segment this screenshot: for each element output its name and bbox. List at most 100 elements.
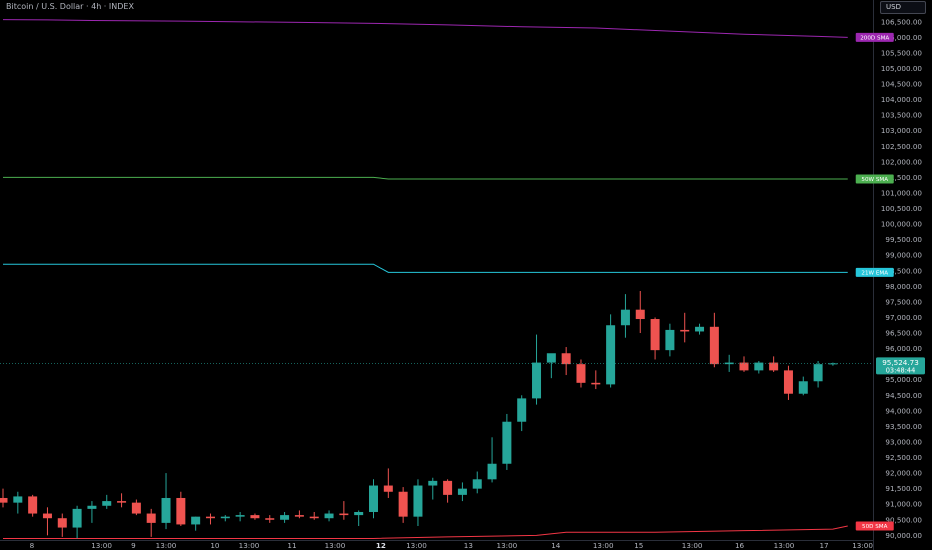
candle[interactable] <box>57 513 67 537</box>
time-axis: 8 13:00 9 13:00 10 13:00 11 13:00 12 13:00 13 13:00… <box>0 540 873 550</box>
candle[interactable] <box>754 361 764 374</box>
candle-body <box>205 516 215 519</box>
candle[interactable] <box>650 317 660 360</box>
candle[interactable] <box>369 479 378 519</box>
indicator-line <box>2 19 848 38</box>
candle-body <box>265 518 275 520</box>
candle[interactable] <box>398 487 408 523</box>
indicator-label-text: 50D SMA <box>862 524 888 530</box>
candle-body <box>280 515 290 520</box>
candle[interactable] <box>191 516 201 531</box>
candle[interactable] <box>13 491 23 514</box>
indicator-label-bg <box>855 174 894 184</box>
symbol-title[interactable]: Bitcoin / U.S. Dollar · 4h · INDEX <box>6 2 134 11</box>
candle[interactable] <box>131 499 141 516</box>
candle[interactable] <box>339 501 349 520</box>
candle-body <box>591 382 601 385</box>
candle[interactable] <box>117 493 127 508</box>
candle[interactable] <box>324 510 334 522</box>
candle[interactable] <box>146 508 156 537</box>
candle[interactable] <box>87 501 97 523</box>
candle-body <box>650 319 660 351</box>
indicator-line <box>3 525 848 539</box>
candle-body <box>354 511 364 516</box>
candle[interactable] <box>220 515 230 522</box>
indicator-label-bg <box>855 32 894 42</box>
candle[interactable] <box>739 356 749 372</box>
time-tick-label: 12 <box>376 541 386 550</box>
candle[interactable] <box>354 510 364 526</box>
candle-body <box>72 508 82 528</box>
candle[interactable] <box>309 511 319 520</box>
candle[interactable] <box>457 482 467 502</box>
candle[interactable] <box>487 437 497 483</box>
price-tick-label: 97,000.00 <box>885 313 922 322</box>
candle[interactable] <box>591 370 601 390</box>
candle[interactable] <box>413 479 423 526</box>
candle[interactable] <box>828 362 838 366</box>
candle[interactable] <box>176 491 186 526</box>
candle[interactable] <box>72 505 82 539</box>
candle[interactable] <box>783 365 793 400</box>
candle[interactable] <box>235 511 245 522</box>
candle[interactable] <box>769 356 779 372</box>
candle[interactable] <box>42 507 52 536</box>
candle[interactable] <box>813 361 823 388</box>
time-tick-label: 13:00 <box>852 541 873 550</box>
candle-body <box>620 309 630 326</box>
candle[interactable] <box>383 468 393 498</box>
candle[interactable] <box>250 513 260 520</box>
candle-body <box>309 516 319 519</box>
candle[interactable] <box>576 359 586 388</box>
candle[interactable] <box>280 511 290 523</box>
candle[interactable] <box>428 477 438 500</box>
candle[interactable] <box>472 471 482 494</box>
time-tick-label: 15 <box>634 541 643 550</box>
candle[interactable] <box>0 488 8 508</box>
price-countdown: 03:48:44 <box>886 366 916 374</box>
candle[interactable] <box>205 513 215 525</box>
candle[interactable] <box>102 494 112 509</box>
candle[interactable] <box>502 413 512 470</box>
candle[interactable] <box>546 353 556 379</box>
candle-body <box>487 463 497 480</box>
candle[interactable] <box>294 510 304 519</box>
candle[interactable] <box>606 314 616 388</box>
price-tick-label: 103,500.00 <box>881 111 923 120</box>
candle[interactable] <box>635 291 645 334</box>
price-tick-label: 104,000.00 <box>881 95 923 104</box>
currency-button[interactable]: USD <box>880 1 926 14</box>
candle[interactable] <box>28 494 38 517</box>
candle-body <box>398 491 408 517</box>
candle[interactable] <box>265 515 275 523</box>
candle-body <box>131 502 141 514</box>
price-tick-label: 91,000.00 <box>885 500 922 509</box>
candle[interactable] <box>532 334 542 405</box>
price-tick-label: 93,500.00 <box>885 422 922 431</box>
candle[interactable] <box>709 312 719 368</box>
price-tick-label: 106,000.00 <box>881 33 923 42</box>
candle[interactable] <box>443 479 453 503</box>
candle[interactable] <box>561 347 571 376</box>
price-tick-label: 98,500.00 <box>885 266 922 275</box>
candle[interactable] <box>665 323 675 357</box>
candle[interactable] <box>517 395 527 432</box>
candle[interactable] <box>798 376 808 396</box>
price-tick-label: 106,500.00 <box>881 17 923 26</box>
candle[interactable] <box>161 473 171 530</box>
candle-body <box>146 513 156 523</box>
candle[interactable] <box>695 323 705 335</box>
candle-body <box>665 329 675 351</box>
candle-body <box>680 329 690 332</box>
candle-body <box>339 513 349 516</box>
candle-body <box>635 309 645 320</box>
candle[interactable] <box>620 294 630 338</box>
price-tick-label: 94,000.00 <box>885 406 922 415</box>
time-tick-label: 13:00 <box>239 541 260 550</box>
indicator-label: 50D SMA <box>855 521 894 531</box>
time-tick-label: 13 <box>464 541 473 550</box>
time-tick-label: 13:00 <box>774 541 795 550</box>
candle[interactable] <box>680 312 690 343</box>
indicator-line <box>3 176 848 180</box>
